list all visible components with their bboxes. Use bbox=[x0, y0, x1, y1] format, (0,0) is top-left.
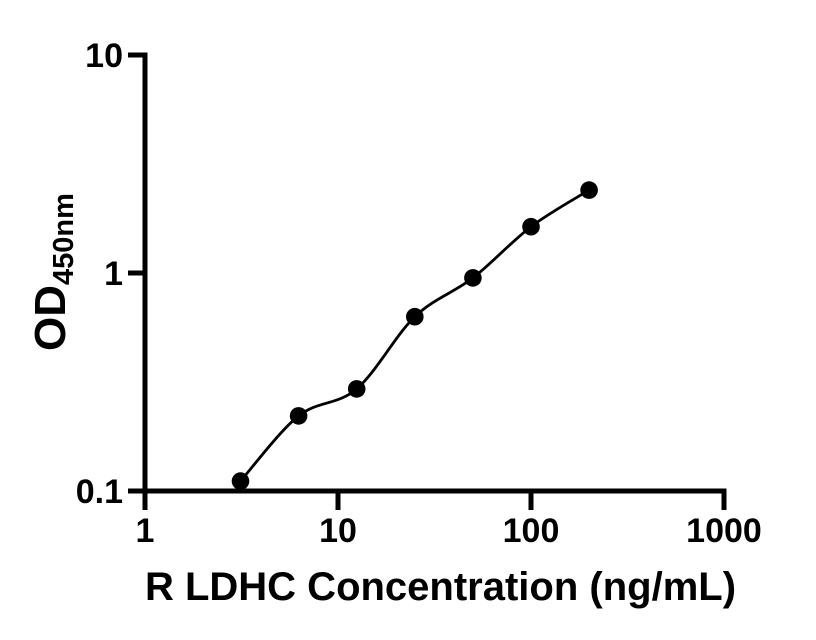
data-point bbox=[464, 269, 482, 287]
data-point bbox=[580, 181, 598, 199]
fit-curve bbox=[239, 188, 590, 483]
x-tick-label: 1000 bbox=[686, 512, 762, 550]
data-point bbox=[522, 217, 540, 236]
data-point bbox=[406, 307, 424, 326]
x-tick-label: 1 bbox=[136, 512, 155, 550]
data-point bbox=[231, 472, 250, 490]
x-tick-label: 100 bbox=[503, 512, 560, 550]
y-tick-label: 1 bbox=[104, 255, 123, 293]
y-axis-title: OD450nm bbox=[26, 193, 80, 351]
x-axis-title: R LDHC Concentration (ng/mL) bbox=[145, 565, 736, 609]
y-tick-label: 10 bbox=[85, 37, 123, 75]
data-point bbox=[289, 407, 308, 425]
x-tick-label: 10 bbox=[319, 512, 357, 550]
y-tick-label: 0.1 bbox=[76, 473, 123, 511]
data-point bbox=[347, 380, 366, 398]
